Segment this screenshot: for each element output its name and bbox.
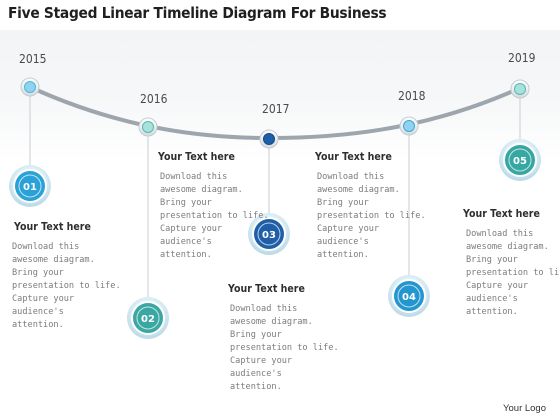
- year-label-5: 2019: [508, 51, 536, 65]
- stage-text-line: awesome diagram.: [466, 242, 549, 252]
- stage-text-line: attention.: [230, 382, 282, 392]
- stage-text-5: Download this awesome diagram. Bring you…: [466, 228, 560, 319]
- stage-badge-1: 01: [9, 165, 51, 207]
- page-title: Five Staged Linear Timeline Diagram For …: [8, 4, 387, 22]
- timeline-node-5: [510, 79, 530, 99]
- year-label-1: 2015: [19, 52, 47, 66]
- stage-text-line: attention.: [317, 250, 369, 260]
- stage-text-line: presentation to life.: [12, 281, 121, 291]
- stage-text-line: awesome diagram.: [12, 255, 95, 265]
- stage-text-line: audience's: [317, 237, 369, 247]
- stage-text-line: audience's: [230, 369, 282, 379]
- stage-heading-4: Your Text here: [315, 151, 392, 163]
- stage-number-1: 01: [23, 182, 37, 193]
- year-label-3: 2017: [262, 102, 290, 116]
- timeline-node-2: [138, 117, 158, 137]
- stage-text-line: attention.: [12, 320, 64, 330]
- stage-text-line: audience's: [12, 307, 64, 317]
- stage-text-line: Download this: [230, 304, 298, 314]
- stage-number-2: 02: [141, 314, 155, 325]
- stage-text-line: Bring your: [317, 198, 369, 208]
- stage-text-line: presentation to life.: [160, 211, 269, 221]
- logo-placeholder: Your Logo: [503, 403, 546, 414]
- stage-heading-3: Your Text here: [228, 283, 305, 295]
- stage-text-line: Download this: [317, 172, 385, 182]
- stage-text-line: awesome diagram.: [160, 185, 243, 195]
- stage-heading-5: Your Text here: [463, 208, 540, 220]
- stage-text-line: awesome diagram.: [317, 185, 400, 195]
- stage-text-3: Download this awesome diagram. Bring you…: [230, 303, 340, 394]
- stage-text-line: audience's: [466, 294, 518, 304]
- stage-text-line: Capture your: [12, 294, 75, 304]
- year-label-4: 2018: [398, 89, 426, 103]
- stage-text-line: Bring your: [466, 255, 518, 265]
- stage-text-1: Download this awesome diagram. Bring you…: [12, 241, 122, 332]
- stage-number-4: 04: [402, 292, 416, 303]
- stage-text-line: presentation to life.: [230, 343, 339, 353]
- stage-text-line: presentation to life.: [466, 268, 560, 278]
- stage-text-line: Download this: [12, 242, 80, 252]
- timeline-node-4: [399, 116, 419, 136]
- stage-text-line: presentation to life.: [317, 211, 426, 221]
- stage-text-4: Download this awesome diagram. Bring you…: [317, 171, 427, 262]
- stage-text-line: Bring your: [230, 330, 282, 340]
- stage-text-line: Capture your: [466, 281, 529, 291]
- stage-badge-3: 03: [248, 213, 290, 255]
- year-label-2: 2016: [140, 92, 168, 106]
- stage-text-line: Capture your: [317, 224, 380, 234]
- stage-badge-5: 05: [499, 139, 541, 181]
- stage-text-line: Capture your: [230, 356, 293, 366]
- stage-text-line: attention.: [160, 250, 212, 260]
- stage-text-2: Download this awesome diagram. Bring you…: [160, 171, 270, 262]
- timeline-node-1: [20, 77, 40, 97]
- stage-text-line: attention.: [466, 307, 518, 317]
- stage-text-line: Capture your: [160, 224, 223, 234]
- stage-text-line: Download this: [466, 229, 534, 239]
- timeline-node-3: [259, 129, 279, 149]
- stage-text-line: Download this: [160, 172, 228, 182]
- stage-heading-2: Your Text here: [158, 151, 235, 163]
- stage-badge-2: 02: [127, 297, 169, 339]
- stage-text-line: Bring your: [12, 268, 64, 278]
- stage-number-3: 03: [262, 230, 276, 241]
- stage-number-5: 05: [513, 156, 527, 167]
- stage-text-line: awesome diagram.: [230, 317, 313, 327]
- stage-text-line: audience's: [160, 237, 212, 247]
- stage-text-line: Bring your: [160, 198, 212, 208]
- stage-badge-4: 04: [388, 275, 430, 317]
- stage-heading-1: Your Text here: [14, 221, 91, 233]
